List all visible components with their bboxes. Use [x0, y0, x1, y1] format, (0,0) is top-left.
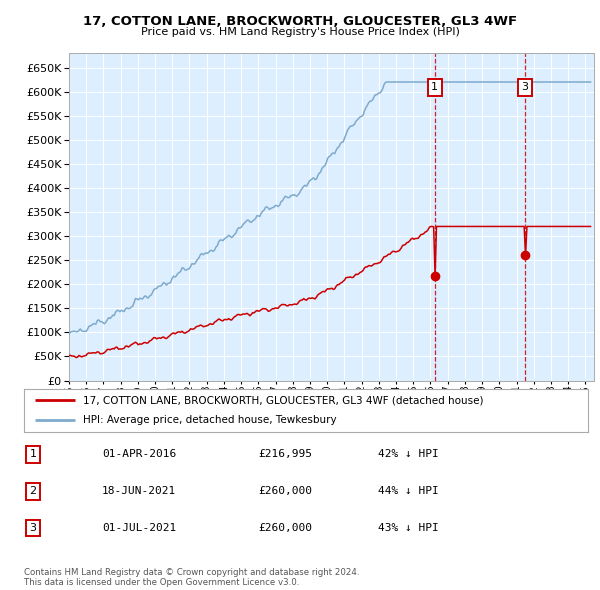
Text: 42% ↓ HPI: 42% ↓ HPI [378, 450, 439, 460]
Text: 43% ↓ HPI: 43% ↓ HPI [378, 523, 439, 533]
Text: 1: 1 [431, 83, 438, 93]
Text: £216,995: £216,995 [258, 450, 312, 460]
Text: 17, COTTON LANE, BROCKWORTH, GLOUCESTER, GL3 4WF: 17, COTTON LANE, BROCKWORTH, GLOUCESTER,… [83, 15, 517, 28]
Text: 3: 3 [521, 83, 529, 93]
Text: 01-JUL-2021: 01-JUL-2021 [102, 523, 176, 533]
Text: 44% ↓ HPI: 44% ↓ HPI [378, 486, 439, 496]
Text: £260,000: £260,000 [258, 486, 312, 496]
Text: 3: 3 [29, 523, 37, 533]
Text: HPI: Average price, detached house, Tewkesbury: HPI: Average price, detached house, Tewk… [83, 415, 337, 425]
Text: £260,000: £260,000 [258, 523, 312, 533]
Text: Contains HM Land Registry data © Crown copyright and database right 2024.
This d: Contains HM Land Registry data © Crown c… [24, 568, 359, 587]
Text: 17, COTTON LANE, BROCKWORTH, GLOUCESTER, GL3 4WF (detached house): 17, COTTON LANE, BROCKWORTH, GLOUCESTER,… [83, 395, 484, 405]
Text: 18-JUN-2021: 18-JUN-2021 [102, 486, 176, 496]
Text: 01-APR-2016: 01-APR-2016 [102, 450, 176, 460]
Text: Price paid vs. HM Land Registry's House Price Index (HPI): Price paid vs. HM Land Registry's House … [140, 27, 460, 37]
Text: 1: 1 [29, 450, 37, 460]
Text: 2: 2 [29, 486, 37, 496]
